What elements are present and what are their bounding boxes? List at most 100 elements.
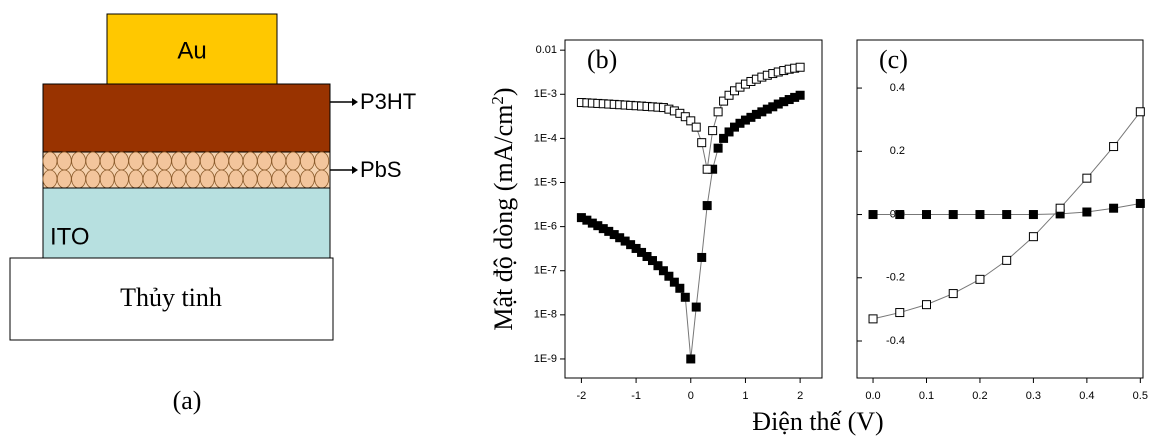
data-point — [868, 314, 878, 324]
data-point — [691, 122, 701, 132]
bead — [285, 151, 301, 171]
bead — [156, 151, 172, 171]
bead — [114, 151, 129, 171]
data-point — [713, 107, 723, 117]
data-point — [948, 289, 958, 299]
x-tick-label: 0.0 — [865, 390, 880, 402]
au-layer — [106, 13, 278, 85]
data-point — [680, 292, 690, 302]
data-point — [702, 164, 712, 174]
data-point — [1135, 107, 1145, 117]
x-tick-label: -1 — [631, 390, 641, 402]
y-tick-label: 1E-4 — [534, 132, 557, 144]
bead — [142, 151, 158, 171]
layer-label: P3HT — [360, 89, 416, 114]
bead — [314, 169, 330, 189]
bead — [128, 169, 144, 189]
data-point — [1135, 198, 1145, 208]
bead — [156, 169, 172, 189]
arrow-head — [352, 166, 358, 174]
bead — [214, 169, 230, 189]
data-point — [921, 300, 931, 310]
layer-label: ITO — [50, 223, 90, 250]
bead — [99, 151, 115, 171]
data-point — [1109, 142, 1119, 152]
data-point — [1002, 255, 1012, 265]
x-tick-label: 0.1 — [919, 390, 934, 402]
y-tick-label: 0.2 — [890, 145, 905, 157]
bead — [99, 169, 115, 189]
data-point — [895, 308, 905, 318]
y-tick-label: 1E-3 — [534, 88, 557, 100]
bead — [128, 151, 144, 171]
ito-layer — [42, 187, 331, 259]
bead — [85, 169, 101, 189]
data-point — [686, 116, 696, 126]
y-tick-label: 1E-5 — [534, 176, 557, 188]
y-axis-label: Mật độ dòng (mA/cm2) — [488, 87, 519, 330]
caption: (a) — [173, 386, 202, 415]
data-point — [868, 210, 878, 220]
data-point — [653, 261, 663, 271]
glass-layer — [9, 257, 334, 341]
bead — [257, 151, 272, 171]
y-axis-label-part: ) — [489, 87, 518, 96]
y-axis-label-part: Mật độ dòng (mA/cm — [489, 105, 518, 331]
bead — [242, 169, 258, 189]
plot-frame — [856, 39, 1144, 379]
y-axis-label-part: 2 — [488, 96, 507, 105]
bead — [114, 169, 129, 189]
x-tick-label: 0.5 — [1133, 390, 1148, 402]
bead — [299, 151, 315, 171]
bead — [71, 169, 86, 189]
data-point — [724, 127, 734, 137]
bead — [214, 151, 230, 171]
bead — [185, 169, 201, 189]
x-tick-label: 1 — [742, 390, 748, 402]
data-point — [697, 252, 707, 262]
bead — [142, 169, 158, 189]
bead — [171, 151, 187, 171]
data-point — [975, 210, 985, 220]
bead — [199, 151, 215, 171]
bead — [271, 169, 287, 189]
bead — [42, 169, 58, 189]
data-point — [1055, 203, 1065, 213]
data-point — [702, 201, 712, 211]
x-tick-label: 0 — [688, 390, 694, 402]
y-tick-label: 1E-7 — [534, 265, 557, 277]
bead — [71, 151, 86, 171]
data-point — [647, 256, 657, 266]
data-point — [1002, 210, 1012, 220]
data-point — [1082, 207, 1092, 217]
y-tick-label: -0.4 — [886, 335, 905, 347]
data-point — [795, 62, 805, 72]
bead — [228, 151, 244, 171]
x-axis-label: Điện thế (V) — [752, 407, 883, 436]
data-point — [795, 90, 805, 100]
data-point — [719, 133, 729, 143]
data-point — [921, 210, 931, 220]
data-point — [975, 274, 985, 284]
data-point — [1028, 232, 1038, 242]
data-point — [664, 271, 674, 281]
x-tick-label: 0.2 — [972, 390, 987, 402]
x-tick-label: 0.3 — [1026, 390, 1041, 402]
data-point — [1109, 203, 1119, 213]
bead — [56, 169, 72, 189]
plot-frame — [564, 39, 823, 379]
bead — [299, 169, 315, 189]
bead — [314, 151, 330, 171]
bead — [56, 151, 72, 171]
data-point — [1028, 210, 1038, 220]
panel-label: (b) — [587, 45, 617, 74]
layer-label: Au — [177, 37, 206, 64]
series-line — [581, 94, 801, 360]
data-point — [669, 277, 679, 287]
data-point — [713, 143, 723, 153]
data-point — [1082, 173, 1092, 183]
y-tick-label: -0.2 — [886, 272, 905, 284]
data-point — [895, 210, 905, 220]
